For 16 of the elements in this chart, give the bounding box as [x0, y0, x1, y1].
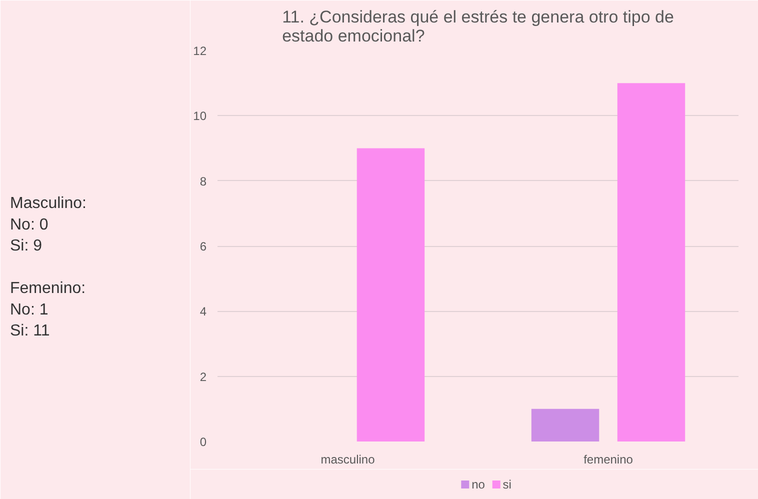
legend-label: no: [472, 478, 486, 492]
y-tick-label: 0: [200, 435, 207, 449]
bar: [617, 83, 686, 442]
bar: [356, 148, 425, 442]
x-tick-label: femenino: [584, 452, 634, 466]
x-tick-label: masculino: [320, 452, 376, 466]
y-tick-label: 8: [200, 174, 207, 188]
text: Masculino: No: 0 Si: 9 Femenino: No: 1 Si: 11: [10, 195, 86, 340]
legend-label: si: [502, 478, 512, 492]
chart-title: 11. ¿Consideras qué el estrés te genera otro tipo de estado emocional?: [282, 8, 674, 46]
y-tick-label: 4: [200, 304, 207, 319]
bar: [531, 408, 600, 442]
y-tick-label: 2: [200, 370, 207, 384]
y-tick-label: 10: [193, 109, 207, 124]
y-tick-label: 6: [200, 240, 207, 254]
y-tick-label: 12: [193, 44, 207, 58]
